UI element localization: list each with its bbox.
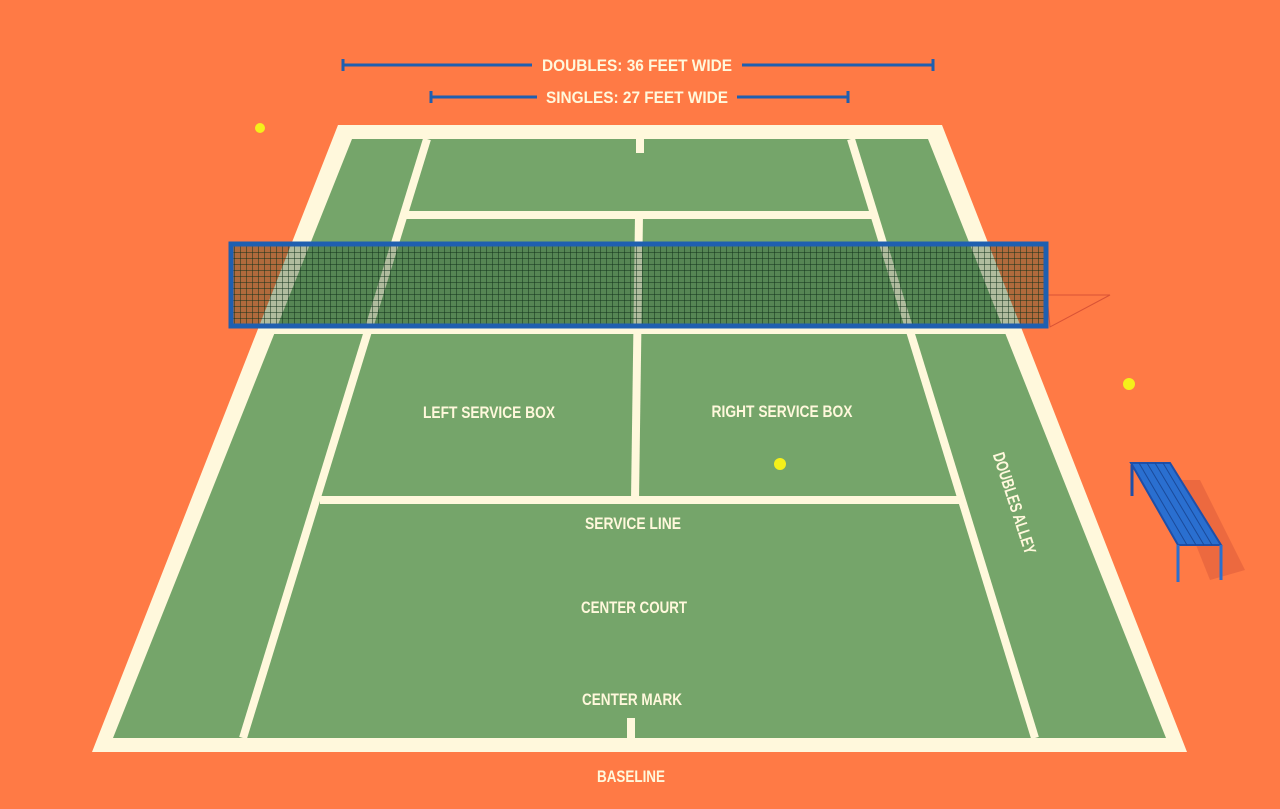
doubles-width-label: DOUBLES: 36 FEET WIDE <box>542 56 732 75</box>
doubles-width-indicator <box>341 59 935 71</box>
right-singles-sideline <box>847 137 1039 740</box>
net-frame <box>228 241 1049 329</box>
singles-width-indicator <box>429 91 850 103</box>
net-shadow <box>1046 294 1111 328</box>
tennis-ball <box>1123 378 1135 390</box>
center-court-label: CENTER COURT <box>581 598 687 617</box>
baseline-label: BASELINE <box>597 767 665 786</box>
center-mark-label: CENTER MARK <box>582 690 683 709</box>
left-service-box-label: LEFT SERVICE BOX <box>423 403 556 422</box>
tennis-ball <box>255 123 265 133</box>
right-service-box-label: RIGHT SERVICE BOX <box>712 402 854 421</box>
singles-width-label: SINGLES: 27 FEET WIDE <box>546 88 728 107</box>
service-line-label: SERVICE LINE <box>585 514 681 533</box>
left-singles-sideline <box>239 137 431 740</box>
net <box>228 241 1111 329</box>
court-lines <box>239 137 1039 740</box>
tennis-ball <box>774 458 786 470</box>
bench <box>1129 462 1245 582</box>
